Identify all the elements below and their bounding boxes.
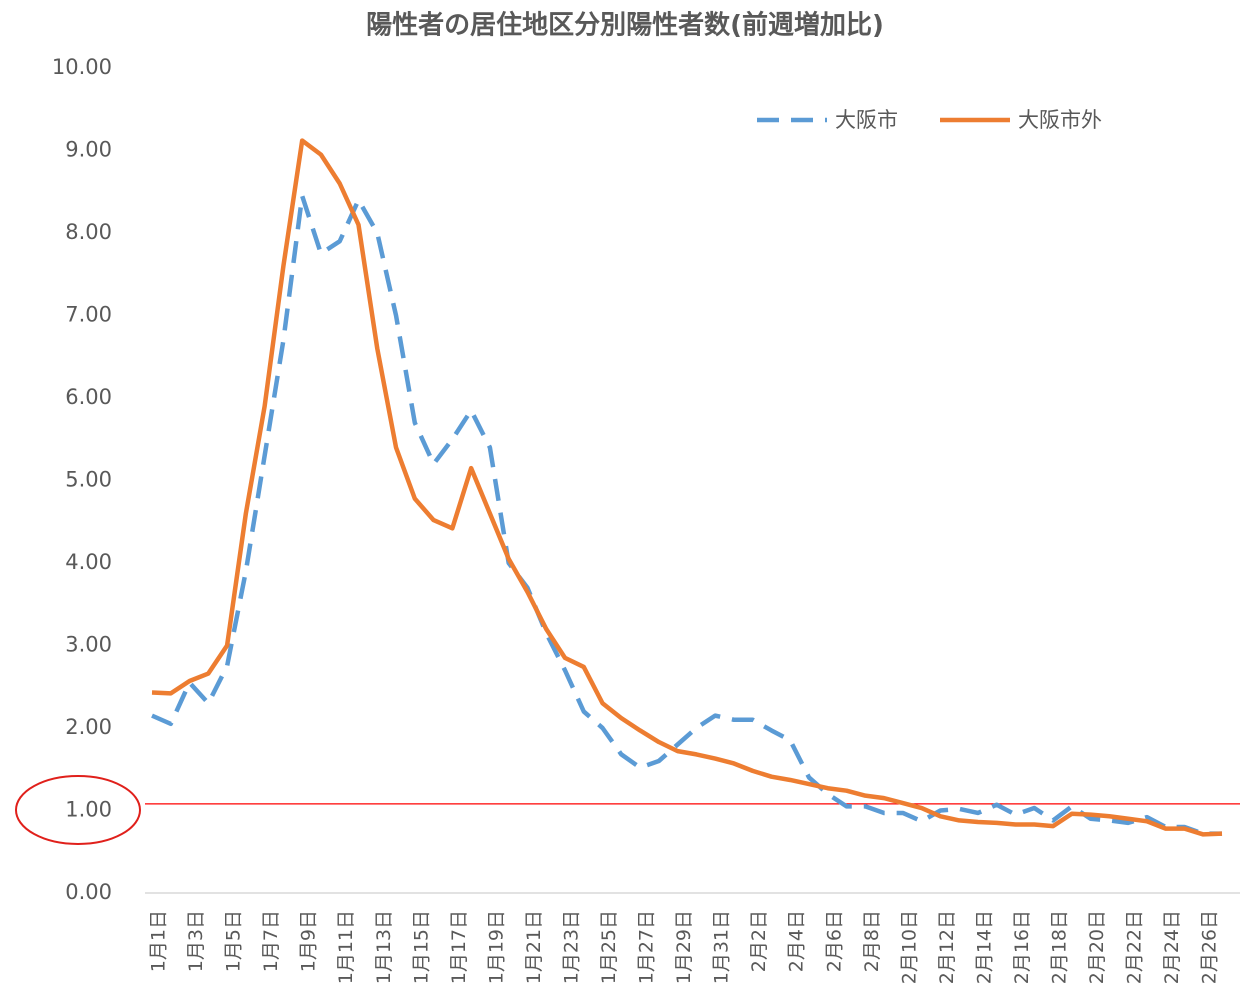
x-tick-label: 2月2日 bbox=[748, 910, 770, 972]
x-tick-label: 2月22日 bbox=[1124, 910, 1146, 984]
x-tick-label: 2月8日 bbox=[861, 910, 883, 972]
highlight-ellipse bbox=[15, 775, 141, 845]
y-tick-label: 9.00 bbox=[65, 138, 112, 162]
y-tick-label: 0.00 bbox=[65, 880, 112, 904]
x-tick-label: 1月25日 bbox=[598, 910, 620, 984]
x-tick-label: 1月1日 bbox=[148, 910, 170, 972]
x-tick-label: 2月20日 bbox=[1086, 910, 1108, 984]
y-tick-label: 4.00 bbox=[65, 550, 112, 574]
x-tick-label: 2月26日 bbox=[1199, 910, 1221, 984]
x-tick-label: 2月18日 bbox=[1049, 910, 1071, 984]
x-tick-label: 1月15日 bbox=[410, 910, 432, 984]
series-line bbox=[151, 193, 1222, 836]
x-tick-label: 1月9日 bbox=[298, 910, 320, 972]
y-tick-label: 3.00 bbox=[65, 633, 112, 657]
x-tick-label: 1月17日 bbox=[448, 910, 470, 984]
y-tick-label: 6.00 bbox=[65, 385, 112, 409]
x-tick-label: 1月11日 bbox=[335, 910, 357, 984]
x-tick-label: 2月10日 bbox=[898, 910, 920, 984]
x-tick-label: 2月12日 bbox=[936, 910, 958, 984]
x-tick-label: 1月21日 bbox=[523, 910, 545, 984]
x-tick-label: 1月31日 bbox=[711, 910, 733, 984]
x-tick-label: 1月13日 bbox=[373, 910, 395, 984]
x-tick-label: 2月6日 bbox=[823, 910, 845, 972]
series-line bbox=[151, 138, 1223, 837]
x-tick-label: 2月14日 bbox=[973, 910, 995, 984]
y-tick-label: 5.00 bbox=[65, 468, 112, 492]
x-tick-label: 2月4日 bbox=[786, 910, 808, 972]
y-tick-label: 8.00 bbox=[65, 220, 112, 244]
x-tick-label: 1月3日 bbox=[185, 910, 207, 972]
x-tick-label: 1月23日 bbox=[560, 910, 582, 984]
y-tick-label: 7.00 bbox=[65, 303, 112, 327]
y-tick-label: 10.00 bbox=[52, 55, 112, 79]
x-tick-label: 1月5日 bbox=[223, 910, 245, 972]
x-tick-label: 1月19日 bbox=[485, 910, 507, 984]
x-tick-label: 1月29日 bbox=[673, 910, 695, 984]
legend-label: 大阪市 bbox=[835, 108, 898, 132]
x-tick-label: 1月27日 bbox=[636, 910, 658, 984]
y-tick-label: 1.00 bbox=[65, 798, 112, 822]
chart-title: 陽性者の居住地区分別陽性者数(前週増加比) bbox=[366, 10, 884, 41]
y-tick-label: 2.00 bbox=[65, 715, 112, 739]
x-tick-label: 2月16日 bbox=[1011, 910, 1033, 984]
legend-label: 大阪市外 bbox=[1018, 108, 1102, 132]
x-tick-label: 2月24日 bbox=[1161, 910, 1183, 984]
x-tick-label: 1月7日 bbox=[260, 910, 282, 972]
